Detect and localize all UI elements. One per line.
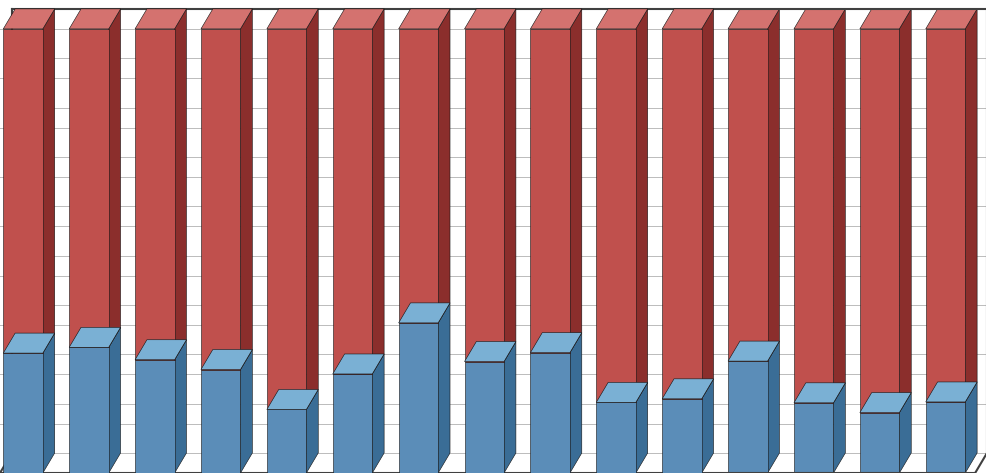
Polygon shape — [42, 9, 54, 353]
Polygon shape — [832, 383, 844, 473]
Bar — [596, 29, 635, 403]
Bar — [596, 403, 635, 473]
Polygon shape — [596, 382, 647, 403]
Bar — [398, 29, 438, 323]
Polygon shape — [241, 9, 252, 369]
Polygon shape — [859, 393, 910, 412]
Bar — [201, 29, 241, 369]
Polygon shape — [635, 382, 647, 473]
Polygon shape — [201, 9, 252, 29]
Bar — [529, 353, 569, 473]
Polygon shape — [662, 379, 713, 399]
Polygon shape — [793, 383, 844, 403]
Bar — [266, 410, 306, 473]
Polygon shape — [767, 341, 779, 473]
Polygon shape — [372, 354, 384, 473]
Polygon shape — [504, 342, 516, 473]
Polygon shape — [69, 9, 120, 29]
Bar — [69, 29, 108, 347]
Polygon shape — [793, 9, 844, 29]
Polygon shape — [306, 9, 317, 410]
Polygon shape — [767, 9, 779, 361]
Bar — [529, 29, 569, 353]
Bar — [925, 29, 964, 402]
Polygon shape — [859, 9, 910, 29]
Polygon shape — [266, 389, 317, 410]
Polygon shape — [635, 9, 647, 403]
Polygon shape — [596, 9, 647, 29]
Bar — [3, 353, 42, 473]
Polygon shape — [964, 9, 976, 402]
Bar — [266, 29, 306, 410]
Polygon shape — [925, 382, 976, 402]
Polygon shape — [925, 9, 976, 29]
Polygon shape — [438, 303, 450, 473]
Polygon shape — [529, 9, 581, 29]
Polygon shape — [108, 9, 120, 347]
Polygon shape — [898, 393, 910, 473]
Bar — [69, 347, 108, 473]
Bar — [201, 369, 241, 473]
Bar — [398, 323, 438, 473]
Polygon shape — [201, 350, 252, 369]
Polygon shape — [398, 9, 450, 29]
Polygon shape — [701, 379, 713, 473]
Polygon shape — [175, 340, 186, 473]
Bar — [925, 402, 964, 473]
Polygon shape — [464, 9, 516, 29]
Polygon shape — [898, 9, 910, 412]
Polygon shape — [662, 9, 713, 29]
Polygon shape — [504, 9, 516, 361]
Bar — [3, 29, 42, 353]
Polygon shape — [569, 333, 581, 473]
Bar — [728, 361, 767, 473]
Polygon shape — [728, 341, 779, 361]
Polygon shape — [3, 9, 54, 29]
Polygon shape — [266, 9, 317, 29]
Polygon shape — [108, 327, 120, 473]
Polygon shape — [464, 342, 516, 361]
Bar — [332, 374, 372, 473]
Polygon shape — [69, 327, 120, 347]
Polygon shape — [332, 354, 384, 374]
Polygon shape — [42, 333, 54, 473]
Polygon shape — [964, 382, 976, 473]
Bar — [859, 29, 898, 412]
Polygon shape — [241, 350, 252, 473]
Polygon shape — [135, 9, 186, 29]
Polygon shape — [332, 9, 384, 29]
Bar — [464, 29, 504, 361]
Bar — [662, 29, 701, 399]
Bar — [793, 403, 832, 473]
Bar — [859, 412, 898, 473]
Polygon shape — [529, 333, 581, 353]
Bar — [135, 360, 175, 473]
Polygon shape — [372, 9, 384, 374]
Polygon shape — [438, 9, 450, 323]
Bar — [662, 399, 701, 473]
Polygon shape — [135, 340, 186, 360]
Polygon shape — [175, 9, 186, 360]
Polygon shape — [3, 333, 54, 353]
Polygon shape — [728, 9, 779, 29]
Bar — [135, 29, 175, 360]
Polygon shape — [569, 9, 581, 353]
Bar — [728, 29, 767, 361]
Polygon shape — [398, 303, 450, 323]
Bar — [464, 361, 504, 473]
Bar — [793, 29, 832, 403]
Polygon shape — [306, 389, 317, 473]
Polygon shape — [832, 9, 844, 403]
Polygon shape — [701, 9, 713, 399]
Bar — [332, 29, 372, 374]
